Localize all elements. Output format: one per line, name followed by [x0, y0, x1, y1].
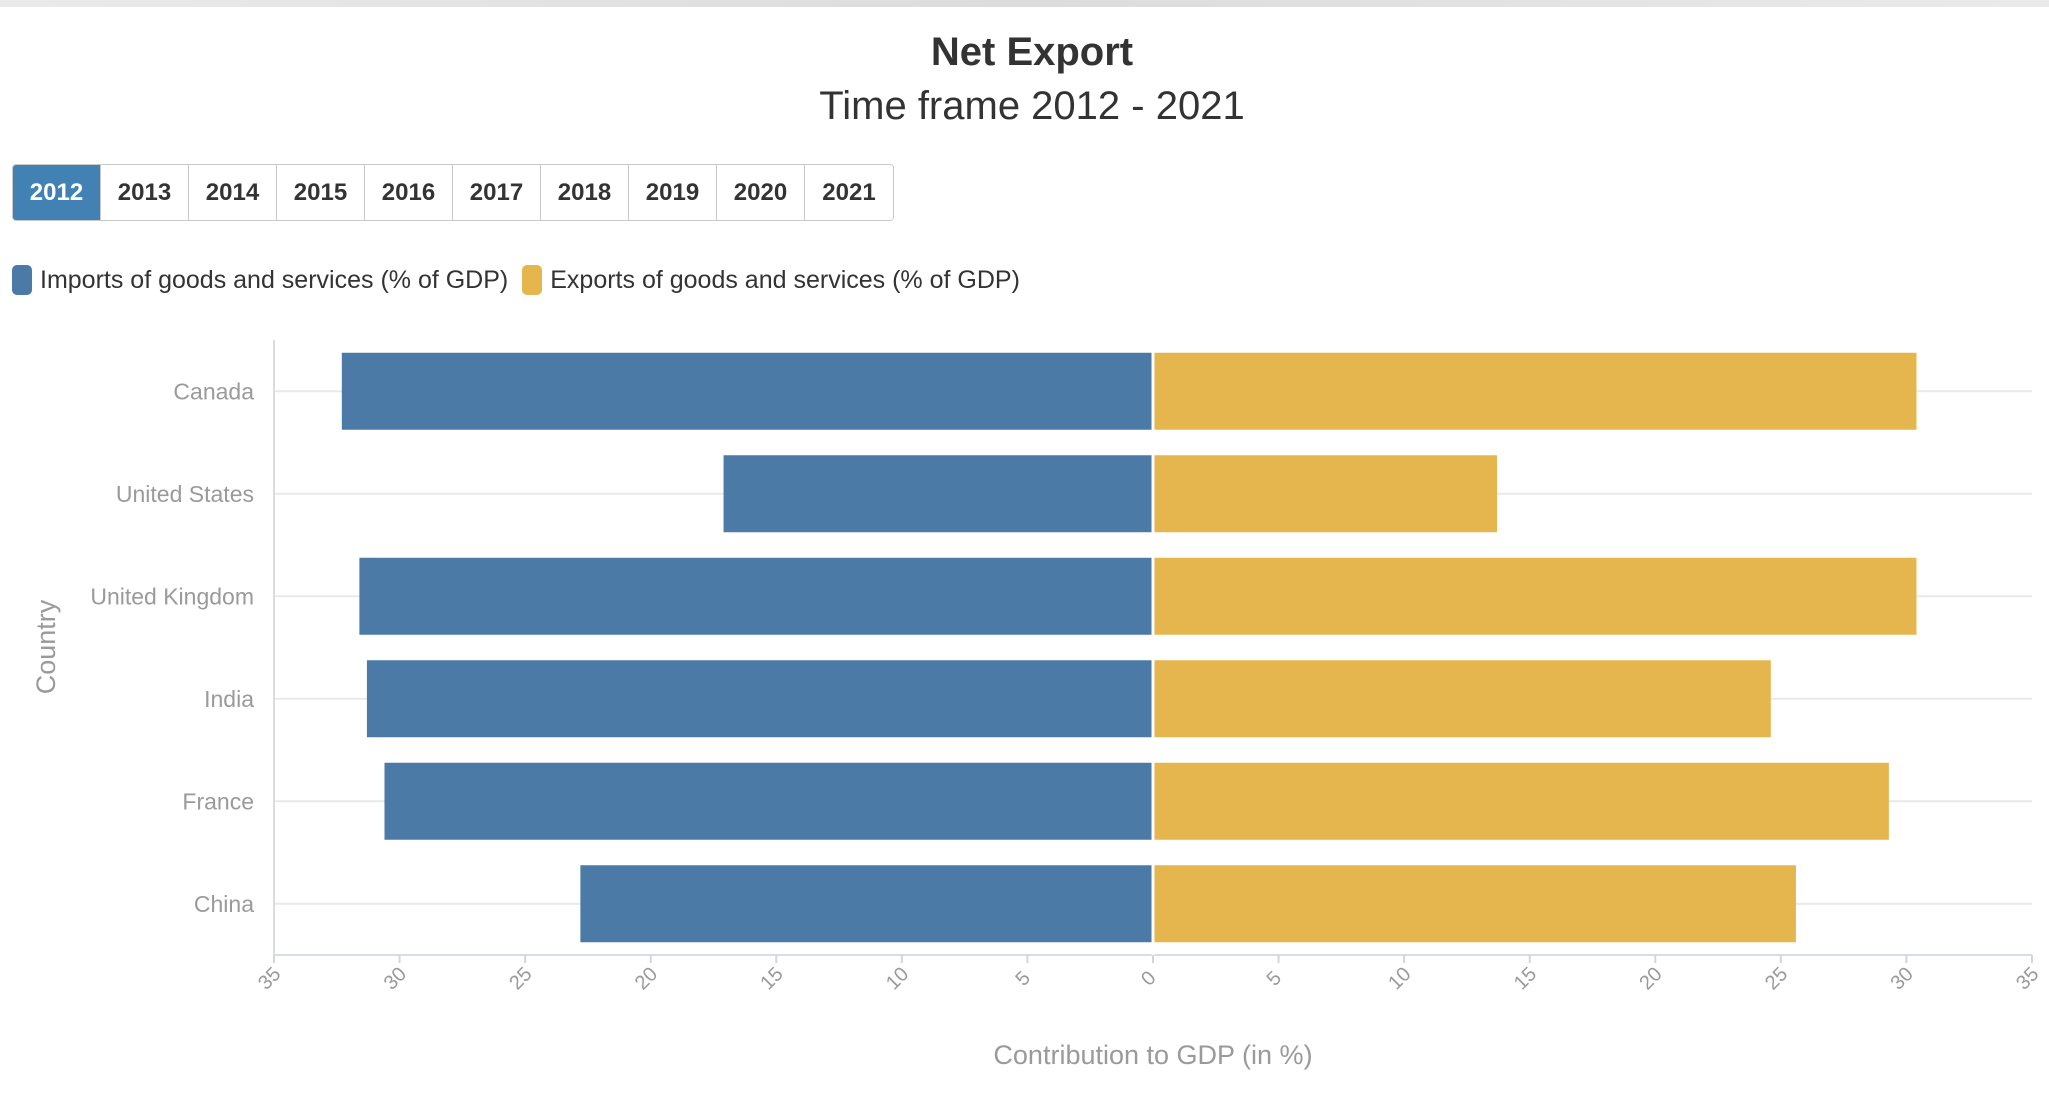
- x-tick-label: 20: [631, 963, 662, 994]
- x-tick-label: 10: [882, 963, 913, 994]
- year-button-2019[interactable]: 2019: [629, 165, 717, 220]
- x-tick-label: 5: [1263, 967, 1286, 990]
- legend-swatch-imports: [12, 265, 32, 295]
- bar-imports: [341, 352, 1153, 430]
- x-tick-label: 25: [1761, 963, 1792, 994]
- category-label: China: [194, 891, 254, 917]
- bar-exports: [1153, 352, 1917, 430]
- year-button-2015[interactable]: 2015: [277, 165, 365, 220]
- x-tick-label: 30: [1887, 963, 1918, 994]
- category-label: Canada: [173, 378, 254, 404]
- year-button-2021[interactable]: 2021: [805, 165, 893, 220]
- bar-imports: [366, 660, 1153, 738]
- bar-imports: [359, 557, 1154, 635]
- year-button-2020[interactable]: 2020: [717, 165, 805, 220]
- x-tick-label: 15: [756, 963, 787, 994]
- y-axis-title: Country: [31, 599, 61, 694]
- year-button-2016[interactable]: 2016: [365, 165, 453, 220]
- top-strip: [0, 0, 2049, 7]
- x-tick-label: 10: [1384, 963, 1415, 994]
- year-button-2012[interactable]: 2012: [13, 165, 101, 220]
- year-button-2018[interactable]: 2018: [541, 165, 629, 220]
- x-tick-label: 25: [505, 963, 536, 994]
- x-tick-label: 35: [254, 963, 285, 994]
- legend-item-exports[interactable]: Exports of goods and services (% of GDP): [522, 265, 1020, 295]
- bar-exports: [1153, 557, 1917, 635]
- x-tick-label: 35: [2012, 963, 2043, 994]
- year-button-2014[interactable]: 2014: [189, 165, 277, 220]
- category-label: France: [182, 788, 254, 814]
- bar-exports: [1153, 660, 1771, 738]
- bar-imports: [580, 865, 1153, 943]
- x-tick-label: 15: [1510, 963, 1541, 994]
- x-tick-label: 0: [1137, 967, 1160, 990]
- legend-swatch-exports: [522, 265, 543, 295]
- bar-imports: [723, 455, 1153, 533]
- category-label: United Kingdom: [90, 583, 254, 609]
- x-tick-label: 20: [1635, 963, 1666, 994]
- category-label: India: [204, 686, 254, 712]
- chart-title: Net Export: [930, 30, 1134, 74]
- legend-label-exports: Exports of goods and services (% of GDP): [550, 265, 1020, 294]
- year-selector: 2012 2013 2014 2015 2016 2017 2018 2019 …: [12, 164, 894, 221]
- x-tick-label: 30: [380, 963, 411, 994]
- x-tick-label: 5: [1011, 967, 1034, 990]
- bar-imports: [384, 762, 1153, 840]
- bar-exports: [1153, 455, 1498, 533]
- x-axis-title: Contribution to GDP (in %): [993, 1040, 1312, 1070]
- legend: Imports of goods and services (% of GDP)…: [12, 262, 1034, 298]
- bar-exports: [1153, 762, 1889, 840]
- bar-exports: [1153, 865, 1796, 943]
- legend-item-imports[interactable]: Imports of goods and services (% of GDP): [12, 265, 508, 295]
- year-button-2017[interactable]: 2017: [453, 165, 541, 220]
- chart-subtitle: Time frame 2012 - 2021: [819, 84, 1245, 128]
- category-label: United States: [116, 481, 254, 507]
- legend-label-imports: Imports of goods and services (% of GDP): [40, 265, 509, 294]
- year-button-2013[interactable]: 2013: [101, 165, 189, 220]
